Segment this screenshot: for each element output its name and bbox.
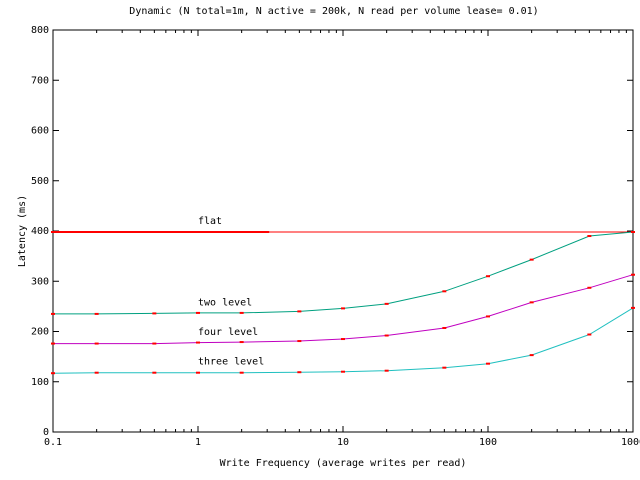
- y-tick-label: 100: [31, 377, 49, 388]
- x-tick-label: 0.1: [44, 437, 62, 448]
- series-label: two level: [198, 297, 252, 308]
- series-label: four level: [198, 327, 258, 338]
- x-tick-label: 100: [479, 437, 497, 448]
- x-tick-label: 10: [337, 437, 349, 448]
- series-lines: [52, 231, 634, 374]
- y-tick-label: 0: [43, 427, 49, 438]
- y-tick-label: 300: [31, 276, 49, 287]
- y-axis-title: Latency (ms): [17, 195, 28, 267]
- chart-title: Dynamic (N total=1m, N active = 200k, N …: [129, 6, 538, 17]
- y-axis: 0 100 200 300 400 500 600 700 800: [31, 25, 633, 438]
- y-tick-label: 400: [31, 226, 49, 237]
- series-points: [51, 231, 635, 375]
- series-label: flat: [198, 216, 222, 227]
- series-line-three-level: [52, 307, 634, 374]
- y-tick-label: 800: [31, 25, 49, 36]
- y-tick-label: 200: [31, 327, 49, 338]
- y-tick-label: 500: [31, 176, 49, 187]
- x-tick-label: 1000: [621, 437, 640, 448]
- y-tick-label: 700: [31, 75, 49, 86]
- x-axis-title: Write Frequency (average writes per read…: [220, 458, 467, 469]
- y-tick-label: 600: [31, 126, 49, 137]
- series-labels: flat two level four level three level: [198, 216, 264, 368]
- x-axis: 0.1 1 10 100 1000: [44, 30, 640, 448]
- series-label: three level: [198, 357, 264, 368]
- x-tick-label: 1: [195, 437, 201, 448]
- series-line-two-level: [53, 231, 634, 315]
